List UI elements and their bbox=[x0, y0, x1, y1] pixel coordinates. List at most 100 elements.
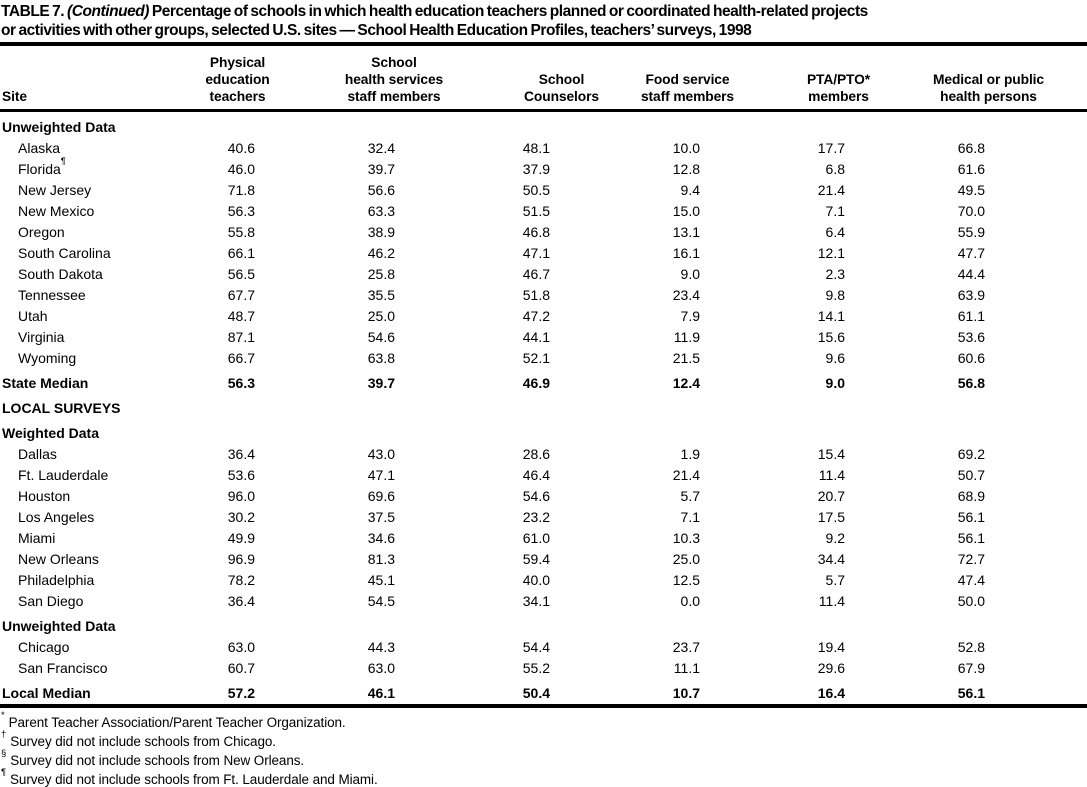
title-text-line1: Percentage of schools in which health ed… bbox=[151, 3, 868, 20]
value-cell: 29.6 bbox=[817, 660, 845, 676]
value-cell: 16.4 bbox=[817, 685, 845, 701]
value-cell: 63.0 bbox=[227, 639, 255, 655]
table-row: Oregon 55.8 38.9 46.8 13.1 6.4 55.9 bbox=[0, 222, 1087, 243]
value-cell: 54.5 bbox=[367, 593, 395, 609]
value-cell: 44.1 bbox=[522, 329, 550, 345]
header-line: staff members bbox=[640, 89, 734, 104]
table-row: Virginia 87.1 54.6 44.1 11.9 15.6 53.6 bbox=[0, 327, 1087, 348]
value-cell: 69.2 bbox=[957, 446, 985, 462]
header-line: members bbox=[808, 89, 869, 104]
value-cell: 38.9 bbox=[367, 224, 395, 240]
median-row: State Median 56.3 39.7 46.9 12.4 9.0 56.8 bbox=[0, 369, 1087, 394]
col-header-food-service-staff: Food service staff members bbox=[624, 46, 763, 112]
table-row: Tennessee 67.7 35.5 51.8 23.4 9.8 63.9 bbox=[0, 285, 1087, 306]
value-cell: 72.7 bbox=[957, 551, 985, 567]
continued-label: (Continued) bbox=[67, 3, 150, 20]
header-line: Site bbox=[2, 89, 27, 104]
value-cell: 9.8 bbox=[825, 287, 845, 303]
value-cell: 10.7 bbox=[672, 685, 700, 701]
col-header-medical-public-health: Medical or public health persons bbox=[914, 46, 1087, 112]
table-row: San Diego 36.4 54.5 34.1 0.0 11.4 50.0 bbox=[0, 591, 1087, 612]
footnote-text: Survey did not include schools from Ft. … bbox=[10, 772, 378, 787]
header-line: Medical or public bbox=[933, 72, 1044, 87]
header-line: teachers bbox=[209, 89, 266, 104]
value-cell: 13.1 bbox=[672, 224, 700, 240]
value-cell: 10.0 bbox=[672, 140, 700, 156]
value-cell: 55.2 bbox=[522, 660, 550, 676]
value-cell: 2.3 bbox=[825, 266, 845, 282]
value-cell: 96.0 bbox=[227, 488, 255, 504]
value-cell: 34.6 bbox=[367, 530, 395, 546]
section-header-row: Weighted Data bbox=[0, 419, 1087, 444]
section-label: Weighted Data bbox=[2, 425, 99, 441]
table-row: South Carolina 66.1 46.2 47.1 16.1 12.1 47.7 bbox=[0, 243, 1087, 264]
value-cell: 46.0 bbox=[227, 161, 255, 177]
value-cell: 78.2 bbox=[227, 572, 255, 588]
value-cell: 21.4 bbox=[672, 467, 700, 483]
value-cell: 44.3 bbox=[367, 639, 395, 655]
site-cell: Philadelphia bbox=[0, 570, 180, 591]
site-cell: Virginia bbox=[0, 327, 180, 348]
value-cell: 35.5 bbox=[367, 287, 395, 303]
value-cell: 47.4 bbox=[957, 572, 985, 588]
value-cell: 70.0 bbox=[957, 203, 985, 219]
table-header: Site Physical education teachers School … bbox=[0, 46, 1087, 112]
value-cell: 44.4 bbox=[957, 266, 985, 282]
value-cell: 69.6 bbox=[367, 488, 395, 504]
header-row: Site Physical education teachers School … bbox=[0, 46, 1087, 112]
value-cell: 46.2 bbox=[367, 245, 395, 261]
table-row: Wyoming 66.7 63.8 52.1 21.5 9.6 60.6 bbox=[0, 348, 1087, 369]
value-cell: 54.6 bbox=[367, 329, 395, 345]
site-cell: San Francisco bbox=[0, 658, 180, 679]
value-cell: 96.9 bbox=[227, 551, 255, 567]
value-cell: 11.4 bbox=[818, 467, 845, 483]
value-cell: 61.1 bbox=[957, 308, 985, 324]
site-name: Wyoming bbox=[18, 350, 77, 366]
header-line: staff members bbox=[347, 89, 441, 104]
footnotes: * Parent Teacher Association/Parent Teach… bbox=[0, 708, 1087, 787]
site-name: South Carolina bbox=[18, 245, 111, 261]
median-row: Local Median 57.2 46.1 50.4 10.7 16.4 56.1 bbox=[0, 679, 1087, 704]
col-header-site: Site bbox=[0, 46, 180, 112]
value-cell: 21.4 bbox=[817, 182, 845, 198]
value-cell: 54.4 bbox=[522, 639, 550, 655]
value-cell: 11.4 bbox=[818, 593, 845, 609]
header-line: School bbox=[371, 55, 417, 70]
table-row: New Orleans 96.9 81.3 59.4 25.0 34.4 72.7 bbox=[0, 549, 1087, 570]
value-cell: 7.1 bbox=[825, 203, 845, 219]
site-name: Miami bbox=[18, 530, 56, 546]
footnote-symbol: * bbox=[1, 710, 5, 721]
value-cell: 46.7 bbox=[522, 266, 550, 282]
col-header-pta-pto-members: PTA/PTO* members bbox=[763, 46, 914, 112]
value-cell: 56.8 bbox=[957, 375, 985, 391]
value-cell: 67.9 bbox=[957, 660, 985, 676]
site-name: Utah bbox=[18, 308, 48, 324]
footnote-new-orleans: § Survey did not include schools from New… bbox=[0, 749, 1087, 770]
value-cell: 37.9 bbox=[522, 161, 550, 177]
site-cell: San Diego bbox=[0, 591, 180, 612]
section-label: LOCAL SURVEYS bbox=[2, 400, 121, 416]
footnote-symbol: ¶ bbox=[1, 767, 7, 778]
site-name: San Diego bbox=[18, 593, 84, 609]
table-title: TABLE 7. (Continued) Percentage of schoo… bbox=[0, 0, 1087, 40]
footnote-text: Survey did not include schools from New … bbox=[10, 753, 305, 768]
value-cell: 12.5 bbox=[672, 572, 700, 588]
value-cell: 9.0 bbox=[680, 266, 700, 282]
header-line: Counselors bbox=[524, 89, 599, 104]
header-line: Food service bbox=[645, 72, 730, 87]
site-cell: Florida¶ bbox=[0, 157, 180, 180]
header-line: Physical bbox=[209, 55, 266, 70]
site-name: Local Median bbox=[2, 685, 91, 701]
footnote-pta: * Parent Teacher Association/Parent Teach… bbox=[0, 710, 1087, 732]
col-header-school-health-services-staff: School health services staff members bbox=[313, 46, 475, 112]
site-cell: Oregon bbox=[0, 222, 180, 243]
table-row: Chicago 63.0 44.3 54.4 23.7 19.4 52.8 bbox=[0, 637, 1087, 658]
value-cell: 47.1 bbox=[522, 245, 550, 261]
site-name: San Francisco bbox=[18, 660, 108, 676]
value-cell: 11.9 bbox=[673, 329, 700, 345]
value-cell: 10.3 bbox=[672, 530, 700, 546]
value-cell: 17.7 bbox=[817, 140, 845, 156]
value-cell: 55.9 bbox=[957, 224, 985, 240]
site-name: South Dakota bbox=[18, 266, 103, 282]
value-cell: 47.2 bbox=[522, 308, 550, 324]
